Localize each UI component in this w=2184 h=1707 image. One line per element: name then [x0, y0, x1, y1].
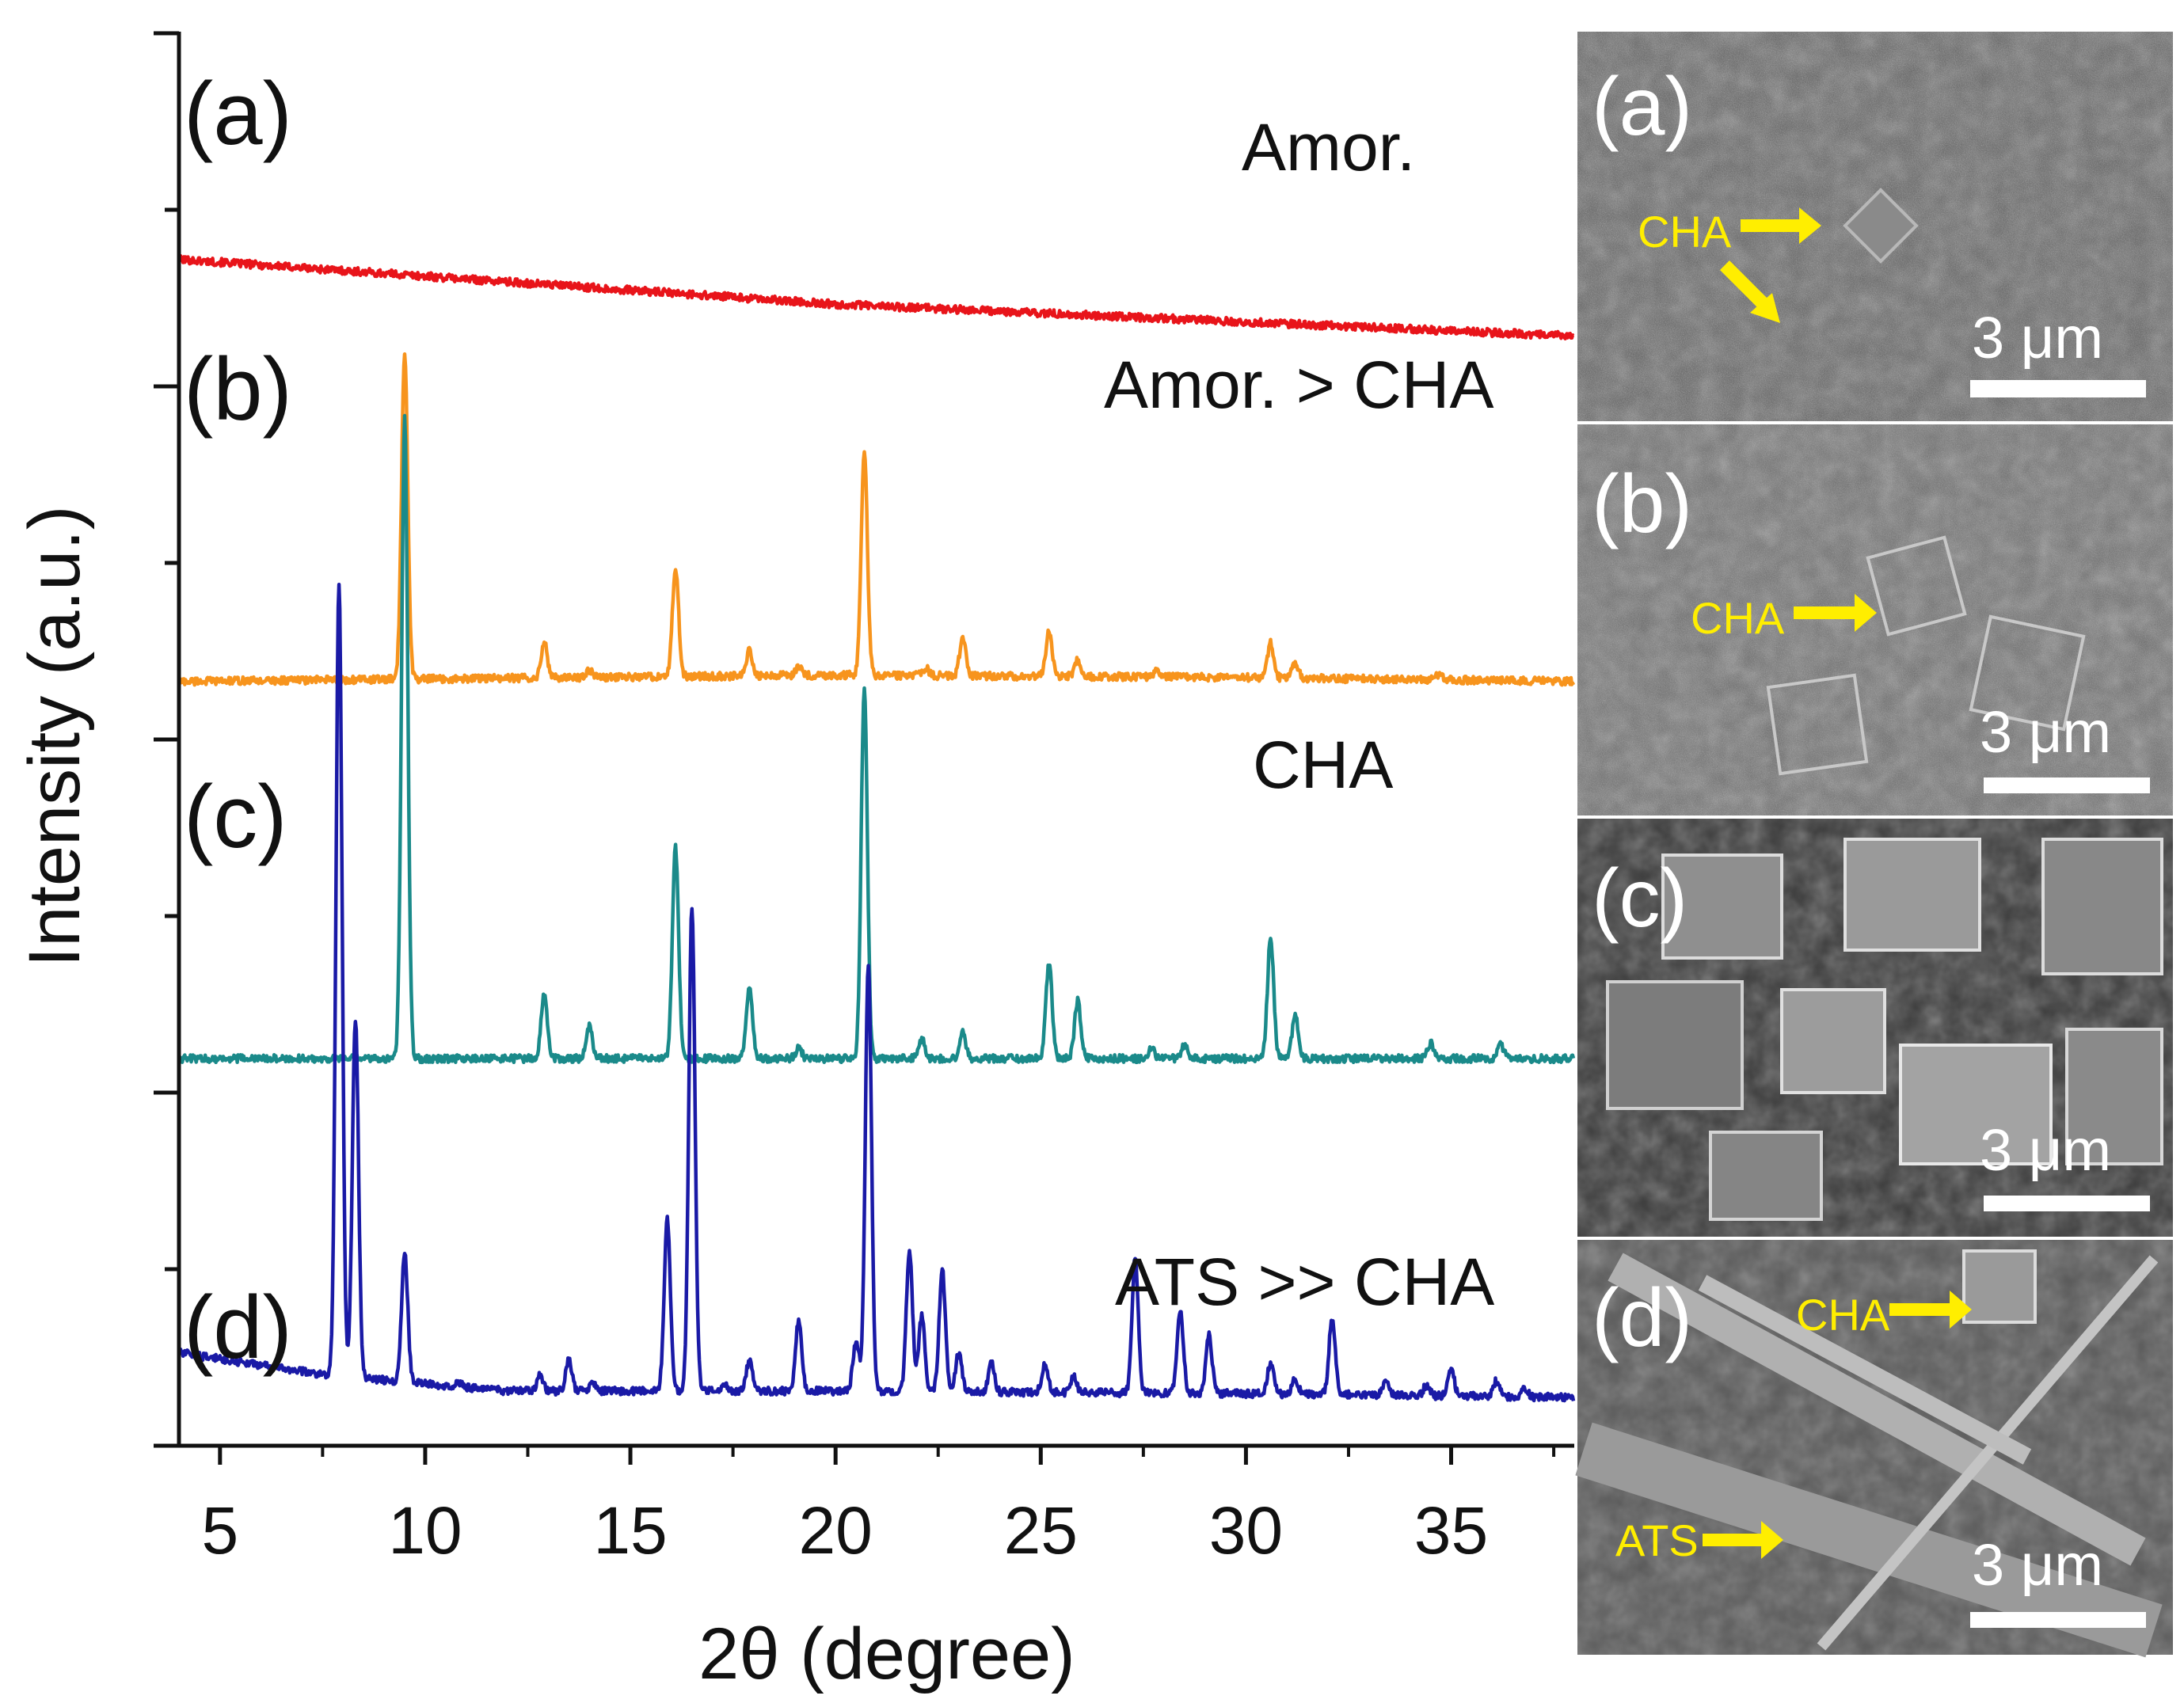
- series-annotation-d: (d): [184, 1278, 292, 1377]
- x-tick-label: 20: [798, 1493, 872, 1568]
- x-tick-label: 30: [1209, 1493, 1283, 1568]
- x-axis-ticks: 5 10 15 20 25 30 35: [201, 1446, 1556, 1568]
- arrow-icon: [1741, 207, 1821, 244]
- series-annotation-a: (a): [184, 64, 292, 163]
- sem-panel-a-marker-cha: CHA: [1638, 207, 1732, 257]
- scale-bar: [1984, 1196, 2150, 1211]
- series-annotation-b: (b): [184, 340, 292, 439]
- sem-panel-b-scale-text: 3 μm: [1980, 699, 2111, 765]
- series-annotation-c: (c): [184, 767, 287, 866]
- scale-bar: [1984, 777, 2150, 793]
- arrow-icon: [1889, 1291, 1972, 1329]
- x-axis-title: 2θ (degree): [698, 1614, 1075, 1694]
- sem-panel-b-marker-cha: CHA: [1691, 593, 1785, 643]
- sem-panel-a-label: (a): [1592, 61, 1692, 153]
- arrow-icon: [1794, 594, 1877, 632]
- scale-bar: [1970, 380, 2146, 397]
- sem-panel-d-marker-ats: ATS: [1615, 1515, 1699, 1565]
- sem-panel-d-label: (d): [1592, 1272, 1692, 1364]
- xrd-traces: [177, 253, 1576, 1403]
- xrd-chart: 5 10 15 20 25 30 35 (a) (b) (c) (d) Amor. Amor…: [14, 31, 1576, 1694]
- sem-panel-c-label: (c): [1592, 853, 1687, 945]
- series-line-d: [177, 582, 1576, 1403]
- y-axis-title: Intensity (a.u.): [14, 506, 95, 968]
- sem-images: (a) CHA 3 μm (b) CHA: [1575, 32, 2173, 1658]
- series-line-b: [177, 352, 1576, 687]
- sem-panel-b: (b) CHA 3 μm: [1577, 424, 2173, 815]
- x-tick-label: 5: [201, 1493, 238, 1568]
- x-tick-label: 15: [593, 1493, 667, 1568]
- phase-label-c: CHA: [1253, 728, 1393, 802]
- x-tick-label: 25: [1004, 1493, 1078, 1568]
- arrow-icon: [1719, 260, 1780, 323]
- arrow-icon: [1703, 1521, 1783, 1559]
- x-tick-label: 10: [388, 1493, 462, 1568]
- series-line-c: [177, 413, 1576, 1065]
- sem-panel-d: (d) CHA ATS 3 μm: [1575, 1240, 2173, 1658]
- phase-label-d: ATS >> CHA: [1115, 1245, 1494, 1319]
- scale-bar: [1970, 1612, 2146, 1628]
- sem-panel-b-label: (b): [1592, 458, 1692, 550]
- sem-panel-d-scale-text: 3 μm: [1972, 1532, 2103, 1598]
- x-tick-label: 35: [1414, 1493, 1488, 1568]
- sem-panel-d-marker-cha: CHA: [1796, 1290, 1890, 1340]
- sem-panel-c-scale-text: 3 μm: [1980, 1117, 2111, 1183]
- y-axis-ticks: [154, 31, 179, 1448]
- sem-panel-a: (a) CHA 3 μm: [1577, 32, 2173, 421]
- phase-label-a: Amor.: [1242, 110, 1415, 184]
- sem-panel-a-scale-text: 3 μm: [1972, 305, 2103, 371]
- phase-label-b: Amor. > CHA: [1104, 348, 1493, 422]
- series-line-a: [177, 253, 1575, 340]
- sem-panel-c: (c) 3 μm: [1577, 819, 2173, 1237]
